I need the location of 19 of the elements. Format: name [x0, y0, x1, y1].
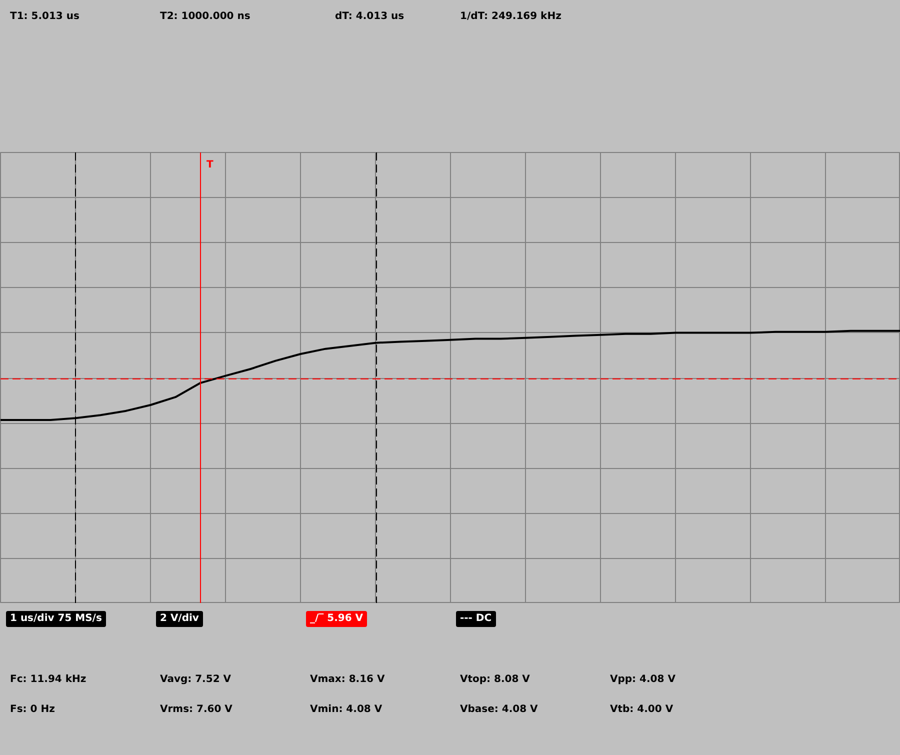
text: Fs: 0 Hz	[10, 703, 55, 717]
text: Vrms: 7.60 V	[160, 703, 232, 717]
text: Fc: 11.94 kHz	[10, 673, 86, 687]
text: 2 V/div	[156, 611, 203, 628]
text: 1 us/div 75 MS/s	[6, 611, 106, 628]
text: T2: 1000.000 ns	[160, 10, 250, 24]
text: 1/dT: 249.169 kHz	[460, 10, 562, 24]
text: --- DC	[456, 611, 496, 628]
text: T1: 5.013 us	[10, 10, 80, 24]
text: dT: 4.013 us	[335, 10, 404, 24]
text: Vbase: 4.08 V	[460, 703, 538, 717]
text: T	[206, 160, 214, 170]
text: Vpp: 4.08 V	[610, 673, 676, 687]
text: Vmax: 8.16 V	[310, 673, 385, 687]
text: Vtb: 4.00 V	[610, 703, 674, 717]
text: Vmin: 4.08 V	[310, 703, 382, 717]
text: _/‾ 5.96 V	[306, 611, 368, 628]
text: Vavg: 7.52 V	[160, 673, 231, 687]
text: Vtop: 8.08 V	[460, 673, 530, 687]
